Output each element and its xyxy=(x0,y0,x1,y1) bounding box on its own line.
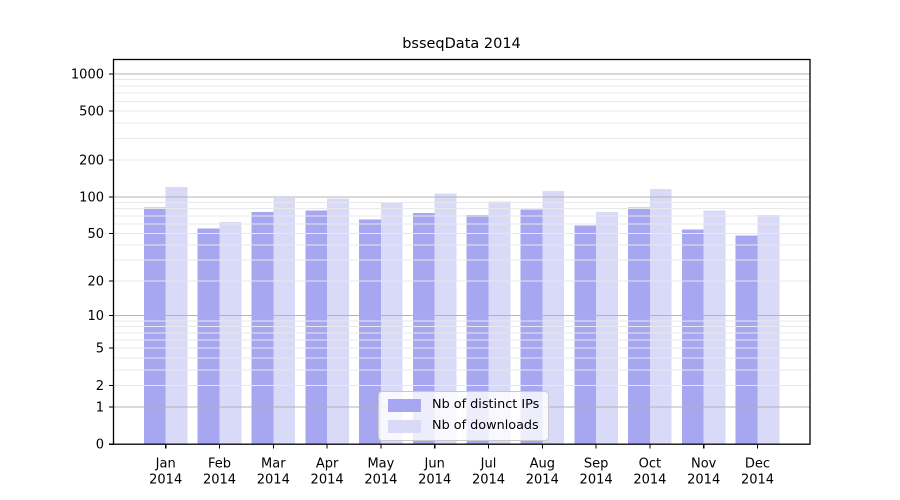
x-tick-label-month-may: May xyxy=(367,457,394,472)
x-tick-label-year-sep: 2014 xyxy=(580,473,613,488)
bar-nb-of-downloads-aug-2014 xyxy=(542,190,565,445)
bar-nb-of-distinct-ips-jul-2014 xyxy=(466,215,489,445)
x-tick-label-year-mar: 2014 xyxy=(257,473,290,488)
x-tick-label-year-jul: 2014 xyxy=(472,473,505,488)
y-tick-label-0: 0 xyxy=(96,438,104,453)
bar-nb-of-distinct-ips-jan-2014 xyxy=(143,207,166,445)
x-tick-label-month-jul: Jul xyxy=(480,457,497,472)
x-tick-label-month-nov: Nov xyxy=(691,457,717,472)
x-tick-label-year-oct: 2014 xyxy=(633,473,666,488)
bar-nb-of-distinct-ips-feb-2014 xyxy=(197,228,220,445)
x-tick-label-month-mar: Mar xyxy=(261,457,286,472)
y-tick-label-50: 50 xyxy=(87,227,104,242)
x-tick-label-year-may: 2014 xyxy=(364,473,397,488)
legend-label-downloads: Nb of downloads xyxy=(432,418,539,434)
x-tick-label-month-sep: Sep xyxy=(584,457,609,472)
legend-swatch-distinct-ips xyxy=(388,399,421,412)
x-tick-label-year-dec: 2014 xyxy=(741,473,774,488)
bar-nb-of-downloads-dec-2014 xyxy=(757,215,780,445)
y-tick-label-200: 200 xyxy=(79,154,104,169)
y-tick-label-20: 20 xyxy=(87,275,104,290)
x-tick-label-year-aug: 2014 xyxy=(526,473,559,488)
x-tick-label-month-feb: Feb xyxy=(208,457,231,472)
x-tick-label-month-aug: Aug xyxy=(530,457,555,472)
y-tick-label-2: 2 xyxy=(96,379,104,394)
x-tick-label-month-dec: Dec xyxy=(745,457,770,472)
bar-nb-of-downloads-oct-2014 xyxy=(649,189,672,445)
x-tick-label-month-apr: Apr xyxy=(316,457,339,472)
x-tick-label-month-jan: Jan xyxy=(155,457,176,472)
x-tick-label-year-apr: 2014 xyxy=(311,473,344,488)
bar-nb-of-downloads-jun-2014 xyxy=(434,193,457,445)
bar-nb-of-downloads-sep-2014 xyxy=(596,212,618,445)
y-tick-label-10: 10 xyxy=(87,309,104,324)
bar-nb-of-downloads-jul-2014 xyxy=(488,201,511,445)
bar-nb-of-distinct-ips-may-2014 xyxy=(359,219,381,445)
x-tick-label-month-oct: Oct xyxy=(639,457,661,472)
y-tick-label-100: 100 xyxy=(79,190,104,205)
chart-title: bsseqData 2014 xyxy=(402,36,521,52)
x-tick-label-year-jun: 2014 xyxy=(418,473,451,488)
bar-nb-of-distinct-ips-nov-2014 xyxy=(681,229,704,445)
x-tick-label-year-jan: 2014 xyxy=(149,473,182,488)
bar-nb-of-downloads-nov-2014 xyxy=(703,210,726,445)
bar-nb-of-distinct-ips-mar-2014 xyxy=(251,212,274,445)
bar-nb-of-distinct-ips-oct-2014 xyxy=(628,207,650,445)
bar-nb-of-distinct-ips-sep-2014 xyxy=(574,225,597,445)
y-tick-label-1: 1 xyxy=(96,401,104,416)
x-tick-label-year-nov: 2014 xyxy=(687,473,720,488)
bar-nb-of-distinct-ips-apr-2014 xyxy=(305,210,328,445)
plot-border xyxy=(112,58,811,445)
y-tick-label-500: 500 xyxy=(79,105,104,120)
y-tick-label-1000: 1000 xyxy=(71,67,104,82)
legend-item-downloads: Nb of downloads xyxy=(388,418,539,435)
legend-swatch-downloads xyxy=(388,420,421,433)
bar-nb-of-downloads-may-2014 xyxy=(380,202,403,445)
legend: Nb of distinct IPs Nb of downloads xyxy=(378,391,550,441)
x-tick-label-year-feb: 2014 xyxy=(203,473,236,488)
legend-label-distinct-ips: Nb of distinct IPs xyxy=(432,397,540,413)
x-tick-label-month-jun: Jun xyxy=(424,457,445,472)
bar-nb-of-distinct-ips-jun-2014 xyxy=(412,212,435,445)
legend-item-distinct-ips: Nb of distinct IPs xyxy=(388,397,539,414)
y-tick-label-5: 5 xyxy=(96,342,104,357)
